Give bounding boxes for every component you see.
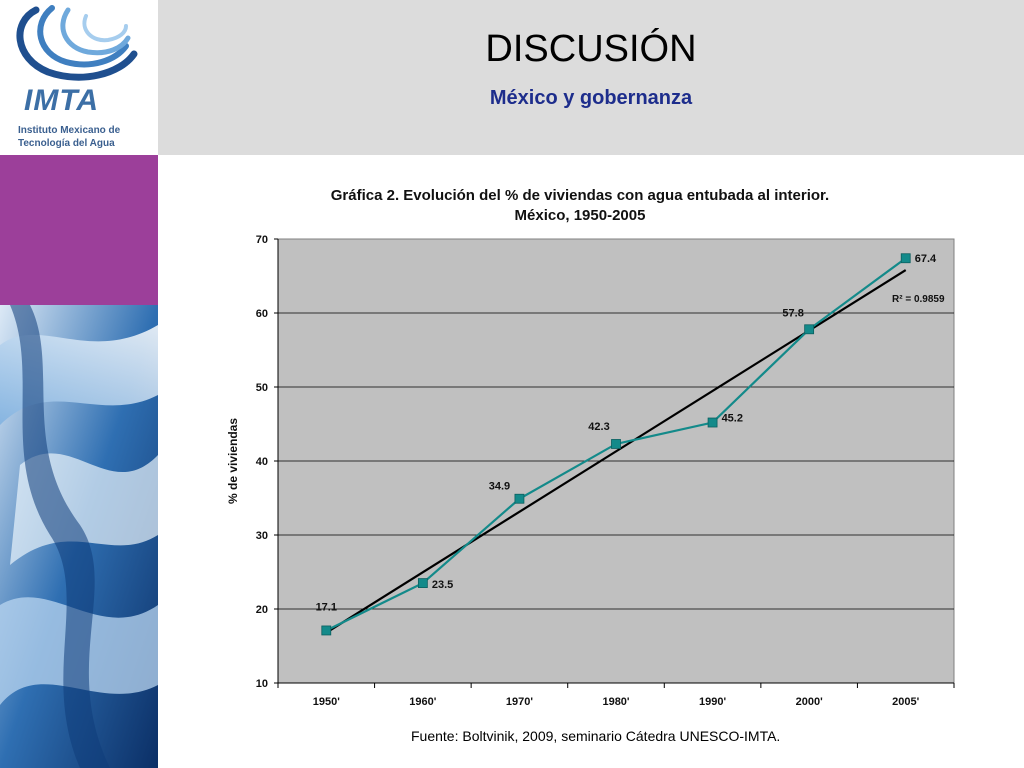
x-tick-label: 1960': [409, 696, 436, 708]
logo-caption-line-2: Tecnología del Agua: [18, 138, 115, 149]
data-point: [417, 578, 428, 588]
x-tick-label: 1980': [602, 696, 629, 708]
purple-side-block: [0, 155, 158, 305]
slide-subtitle: México y gobernanza: [489, 87, 693, 109]
data-label: 23.5: [432, 579, 453, 591]
chart-title: Gráfica 2. Evolución del % de viviendas …: [230, 186, 930, 226]
y-tick-label: 40: [256, 456, 268, 468]
imta-logo-text: IMTA: [24, 84, 100, 117]
x-tick-label: 1970': [506, 696, 533, 708]
data-label: 34.9: [489, 481, 510, 493]
imta-logo-swirl-icon: [16, 5, 138, 81]
data-label: 42.3: [588, 421, 609, 433]
r-squared-label: R² = 0.9859: [892, 294, 945, 305]
data-point: [900, 253, 911, 264]
data-label: 45.2: [722, 413, 743, 425]
chart-title-line-2: México, 1950-2005: [514, 207, 646, 224]
data-point: [707, 417, 718, 428]
y-tick-label: 60: [256, 308, 268, 320]
data-point: [611, 439, 621, 449]
data-point: [321, 625, 332, 636]
logo-caption-line-1: Instituto Mexicano de: [18, 125, 121, 136]
header-band: [0, 0, 1024, 155]
series-teal: [321, 253, 911, 636]
slide-title: DISCUSIÓN: [485, 28, 697, 70]
data-point: [804, 324, 815, 335]
y-tick-label: 10: [256, 678, 268, 690]
data-label: 57.8: [782, 307, 803, 319]
y-tick-label: 50: [256, 382, 268, 394]
y-tick-label: 20: [256, 604, 268, 616]
imta-logo-caption: Instituto Mexicano de Tecnología del Agu…: [18, 124, 120, 150]
y-tick-label: 70: [256, 234, 268, 246]
gridlines: [278, 312, 954, 610]
chart-title-line-1: Gráfica 2. Evolución del % de viviendas …: [330, 187, 830, 204]
data-label: 17.1: [316, 601, 337, 613]
x-tick-label: 1990': [699, 696, 726, 708]
y-tick-label: 30: [256, 530, 268, 542]
source-note: Fuente: Boltvinik, 2009, seminario Cáted…: [411, 728, 781, 744]
data-point: [514, 493, 525, 504]
y-axis-label: % de viviendas: [226, 418, 240, 504]
x-tick-label: 1950': [313, 696, 340, 708]
x-tick-label: 2000': [796, 696, 823, 708]
water-image: [0, 305, 158, 768]
data-labels: 17.1 23.5 34.9 42.3 45.2 57.8 67.4: [316, 253, 937, 613]
data-label: 67.4: [915, 253, 937, 265]
axes: 10 20 30 40 50 60 70 1950' 1960' 1970' 1980' 1990' 2…: [256, 234, 955, 708]
logo-panel: IMTA Instituto Mexicano de Tecnología de…: [0, 0, 158, 155]
x-tick-label: 2005': [892, 696, 919, 708]
